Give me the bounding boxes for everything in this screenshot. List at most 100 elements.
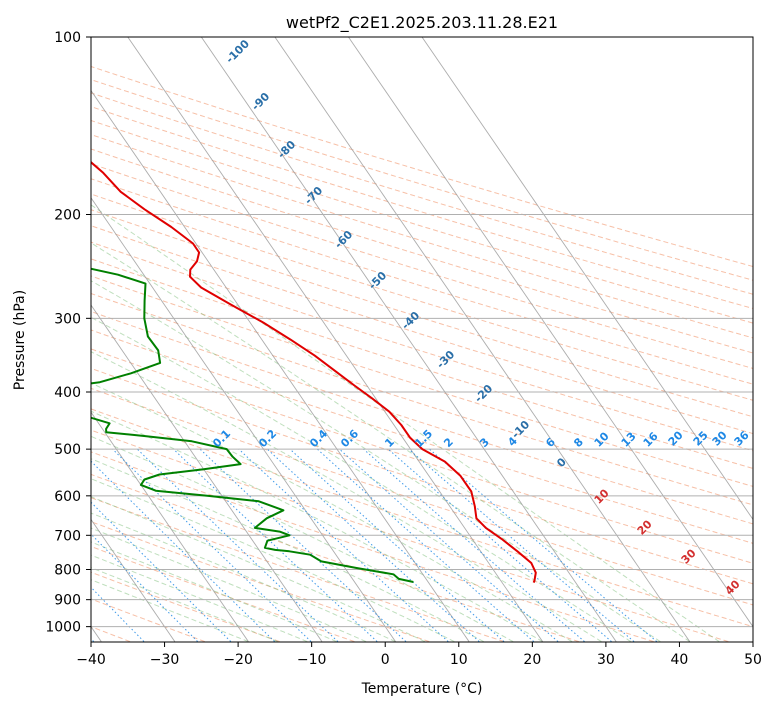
- isotherm-line: [347, 37, 753, 628]
- x-tick-label: −40: [76, 652, 106, 668]
- mixing-ratio-line: [91, 501, 232, 642]
- mixing-ratio-label: 0.2: [256, 427, 279, 450]
- moist-adiabat-line: [91, 579, 249, 642]
- isotherm-line: [200, 37, 617, 642]
- x-tick-label: 0: [381, 652, 390, 668]
- mixing-ratio-line: [91, 586, 145, 642]
- dry-adiabat-line: [91, 178, 753, 385]
- dry-adiabat-line: [91, 473, 579, 642]
- dry-adiabat-label: -70: [302, 184, 325, 207]
- dry-adiabat-line: [91, 387, 753, 606]
- y-tick-label: 900: [54, 593, 81, 609]
- moist-adiabats: [91, 204, 720, 642]
- mixing-ratio-line: [266, 448, 480, 642]
- y-tick-label: 400: [54, 385, 81, 401]
- y-tick-label: 600: [54, 489, 81, 505]
- mixing-ratio-label: 20: [666, 428, 686, 448]
- mixing-ratio-line: [339, 448, 559, 642]
- dry-adiabat-line: [91, 225, 753, 435]
- dry-adiabat-line: [91, 241, 753, 452]
- mixing-ratio-line: [91, 533, 198, 642]
- dry-adiabat-line: [91, 429, 729, 642]
- dry-adiabat-label: -100: [223, 37, 252, 66]
- dry-adiabat-line: [91, 258, 753, 469]
- mixing-ratio-line: [91, 460, 275, 642]
- x-tick-label: 50: [744, 652, 762, 668]
- dry-adiabat-line: [91, 348, 753, 564]
- moist-adiabat-line: [91, 410, 543, 642]
- mixing-ratio-line: [289, 448, 505, 642]
- mixing-ratio-label: 1: [382, 435, 397, 450]
- dry-adiabat-line: [91, 134, 753, 339]
- moist-adiabat-label: 40: [723, 577, 743, 597]
- mixing-ratio-label: 8: [571, 435, 586, 450]
- dry-adiabat-line: [91, 65, 753, 268]
- x-tick-label: −30: [150, 652, 180, 668]
- y-tick-label: 1000: [45, 620, 81, 636]
- y-tick-label: 800: [54, 563, 81, 579]
- x-tick-label: −10: [297, 652, 327, 668]
- moist-adiabat-line: [91, 351, 602, 642]
- dry-adiabat-line: [91, 148, 753, 354]
- plot-area: -100-90-80-70-60-50-40-30-20-10010203040…: [91, 37, 753, 642]
- x-axis: −40 −30 −20 −10 0 10 20 30 40 50: [76, 642, 762, 668]
- y-tick-label: 100: [54, 30, 81, 46]
- isotherm-line: [91, 304, 323, 642]
- mixing-ratio-line: [238, 448, 449, 642]
- y-tick-label: 700: [54, 528, 81, 544]
- x-tick-label: 30: [597, 652, 615, 668]
- dry-adiabat-line: [91, 193, 753, 401]
- dry-adiabat-line: [91, 209, 753, 418]
- y-tick-label: 200: [54, 208, 81, 224]
- dry-adiabat-line: [91, 310, 753, 525]
- dry-adiabat-label: -50: [366, 269, 389, 292]
- chart-title: wetPf2_C2E1.2025.203.11.28.E21: [286, 13, 558, 33]
- dry-adiabat-line: [91, 408, 753, 628]
- y-tick-label: 500: [54, 442, 81, 458]
- mixing-ratio-label: 25: [691, 429, 711, 449]
- mixing-ratio-line: [387, 448, 612, 642]
- moist-adiabat-line: [91, 204, 720, 642]
- isotherm-line: [274, 37, 691, 642]
- isotherm-line: [91, 89, 470, 642]
- mixing-ratio-label: 30: [710, 428, 730, 448]
- dewpoint-profile-line: [91, 267, 414, 583]
- mixing-ratio-line: [112, 448, 312, 642]
- mixing-ratio-line: [136, 448, 339, 642]
- dry-adiabat-line: [91, 106, 753, 310]
- plot-frame: [90, 36, 754, 643]
- mixing-ratio-label: 3: [477, 435, 492, 450]
- dry-adiabat-line: [91, 571, 280, 642]
- dry-adiabat-line: [91, 79, 753, 281]
- mixing-ratio-label: 0.6: [338, 427, 361, 450]
- y-tick-label: 300: [54, 311, 81, 327]
- dry-adiabat-line: [91, 329, 753, 544]
- isotherm-line: [91, 518, 176, 642]
- dry-adiabat-label: -30: [434, 348, 457, 371]
- moist-adiabat-line: [91, 478, 455, 642]
- y-axis-label: Pressure (hPa): [12, 290, 28, 390]
- moist-adiabat-label: 30: [679, 546, 699, 566]
- dry-adiabat-line: [91, 367, 753, 585]
- isotherm-line: [91, 411, 249, 642]
- isotherm-line: [127, 37, 543, 642]
- moist-adiabat-line: [91, 316, 632, 642]
- mixing-ratio-label: 10: [592, 429, 612, 449]
- mixing-ratio-label: 36: [732, 428, 752, 448]
- mixing-ratio-line: [199, 448, 407, 642]
- mixing-ratio-label: 13: [619, 430, 639, 450]
- temperature-profile-line: [91, 160, 537, 583]
- dry-adiabats: [91, 65, 753, 642]
- isotherm-line: [91, 197, 396, 642]
- mixing-ratio-line: [173, 448, 378, 642]
- mixing-ratio-line: [408, 448, 635, 642]
- isotherms: [91, 37, 753, 642]
- pressure-gridlines: [91, 37, 753, 628]
- mixing-ratio-line: [429, 448, 658, 642]
- mixing-ratio-line: [363, 448, 585, 642]
- isotherm-line: [421, 37, 753, 521]
- x-tick-label: 20: [523, 652, 541, 668]
- moist-adiabat-label: 20: [635, 517, 655, 537]
- x-axis-label: Temperature (°C): [361, 681, 483, 697]
